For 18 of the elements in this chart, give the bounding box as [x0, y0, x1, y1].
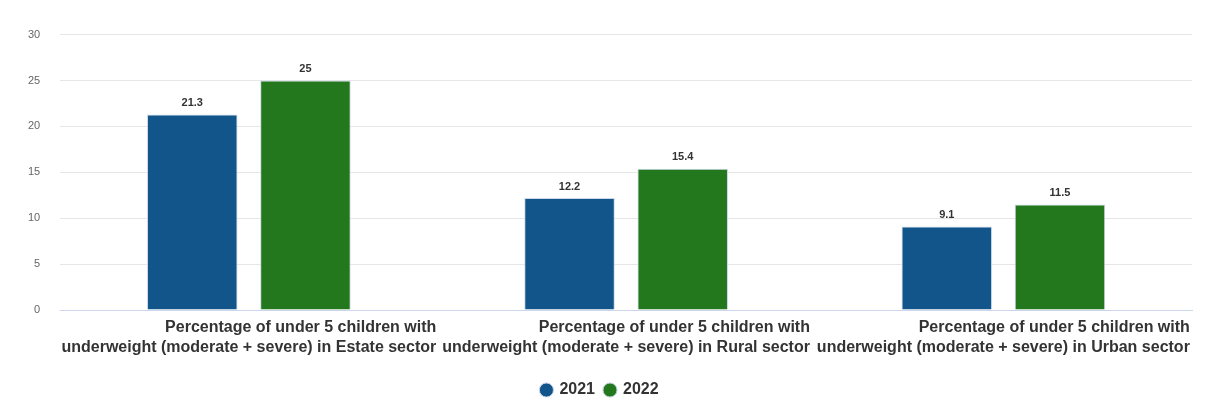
- legend-label: 2022: [623, 380, 659, 398]
- data-label: 11.5: [1049, 185, 1071, 198]
- y-tick-label: 25: [27, 73, 41, 86]
- y-tick-label: 20: [27, 119, 41, 132]
- x-tick-label: Percentage of under 5 children with underweight (moderate + severe) in Urban sector: [816, 318, 1190, 356]
- y-tick-label: 30: [27, 27, 41, 40]
- y-tick-label: 15: [27, 165, 41, 178]
- x-tick-label: Percentage of under 5 children with underweight (moderate + severe) in Rural sector: [442, 318, 810, 356]
- y-tick-label: 5: [34, 257, 41, 270]
- data-label: 9.1: [939, 207, 955, 220]
- y-tick-label: 10: [27, 211, 41, 224]
- x-tick-label: Percentage of under 5 children with underweight (moderate + severe) in Estate sector: [61, 318, 437, 356]
- data-label: 21.3: [181, 96, 203, 108]
- data-label: 12.2: [558, 179, 581, 192]
- data-label: 15.4: [671, 150, 695, 163]
- legend-label: 2021: [559, 380, 596, 398]
- data-label: 25: [299, 62, 312, 75]
- y-tick-label: 0: [34, 303, 41, 316]
